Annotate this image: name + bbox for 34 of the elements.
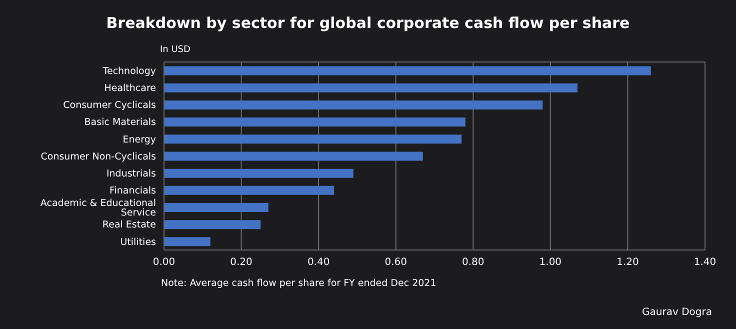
y-tick-label: Utilities <box>120 236 156 248</box>
y-tick-label: Academic & Educational Service <box>40 198 156 218</box>
bar <box>164 152 423 161</box>
y-tick-label: Real Estate <box>102 220 156 231</box>
y-tick-label: Technology <box>102 66 156 77</box>
bar <box>164 66 651 76</box>
y-tick-label: Energy <box>122 134 156 146</box>
bar <box>164 237 210 246</box>
y-tick-label: Consumer Non-Cyclicals <box>40 151 156 162</box>
chart-title: Breakdown by sector for global corporate cash flow per share <box>105 14 631 32</box>
text: Gaurav Dogra <box>642 307 712 318</box>
bar <box>164 186 334 195</box>
y-tick-label: Consumer Cyclicals <box>63 100 156 112</box>
x-tick-label: 1.20 <box>616 257 639 268</box>
x-tick-label: 0.00 <box>152 257 176 268</box>
chart-subtitle: In USD <box>160 45 190 55</box>
bar <box>164 134 462 144</box>
x-tick-label: 0.40 <box>307 257 330 268</box>
y-tick-label: Basic Materials <box>84 117 156 128</box>
bar <box>164 203 268 212</box>
x-tick-label: 0.60 <box>384 257 407 268</box>
y-tick-label: Industrials <box>106 168 156 180</box>
bar <box>164 220 261 230</box>
x-tick-label: 0.80 <box>462 257 484 268</box>
x-tick-label: 1.40 <box>694 257 716 268</box>
text: Note: Average cash flow per share for FY ended Dec 2021 <box>161 278 436 289</box>
y-tick-label: Healthcare <box>104 83 156 94</box>
y-tick-label: Financials <box>109 186 156 197</box>
bar <box>164 83 578 92</box>
bar <box>164 118 466 127</box>
x-tick-label: 0.20 <box>230 257 252 268</box>
bar <box>164 168 354 178</box>
x-tick-label: 1.00 <box>539 257 562 268</box>
bar <box>164 100 543 110</box>
